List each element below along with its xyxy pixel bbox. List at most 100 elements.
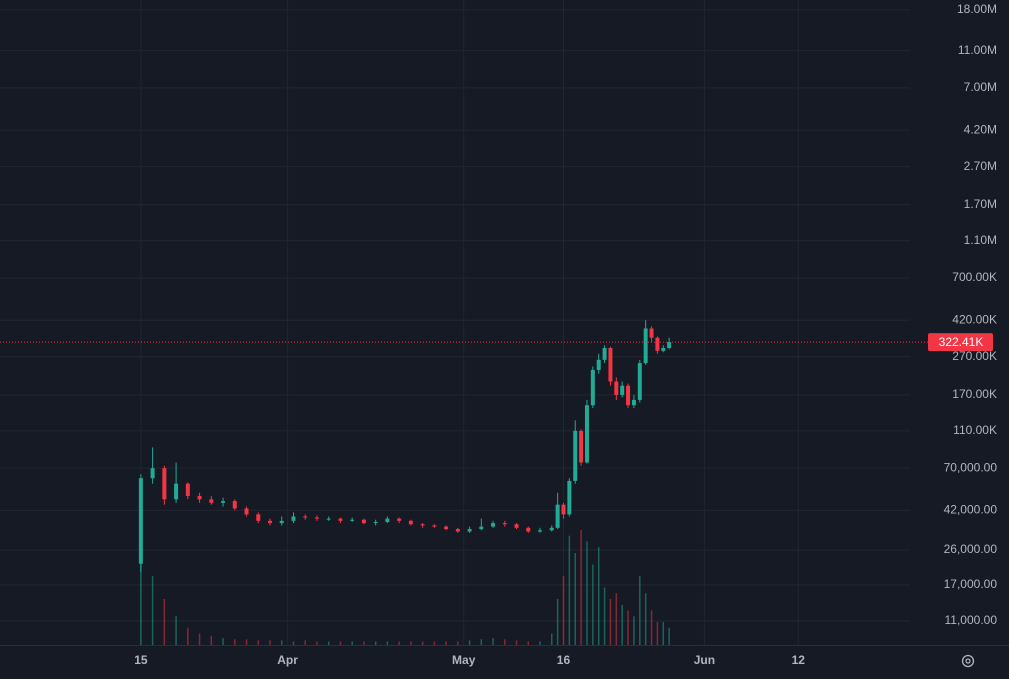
candle-body bbox=[479, 526, 484, 530]
grid bbox=[0, 0, 910, 645]
volume-bar bbox=[304, 640, 306, 645]
candle-body bbox=[174, 483, 179, 500]
candle-body bbox=[385, 518, 390, 522]
candle-body bbox=[614, 381, 619, 395]
volume-bar bbox=[492, 638, 494, 645]
volume-bar bbox=[234, 639, 236, 645]
candle-body bbox=[596, 359, 601, 370]
candle-body bbox=[590, 369, 595, 406]
candle-body bbox=[667, 342, 672, 349]
volume-bar bbox=[615, 593, 618, 645]
candle-body bbox=[608, 348, 613, 382]
y-tick-label: 270.00K bbox=[952, 349, 997, 363]
volume-bar bbox=[568, 535, 571, 645]
volume-bar bbox=[198, 633, 201, 645]
candle-body bbox=[256, 514, 261, 521]
candle-body bbox=[514, 524, 519, 528]
candle-body bbox=[397, 518, 402, 521]
volume-bar bbox=[480, 639, 483, 645]
candle-body bbox=[631, 399, 636, 406]
candle-body bbox=[661, 348, 666, 351]
y-tick-label: 1.70M bbox=[964, 197, 997, 211]
volume-bar bbox=[187, 627, 189, 645]
candle-body bbox=[491, 523, 496, 527]
candle-body bbox=[350, 519, 355, 521]
volume-bar bbox=[639, 576, 641, 645]
candle-body bbox=[573, 430, 578, 481]
volume-bar bbox=[433, 641, 436, 645]
x-tick-label: 16 bbox=[557, 653, 571, 667]
candle-body bbox=[185, 483, 190, 496]
candle-body bbox=[326, 518, 331, 520]
candle-body bbox=[455, 529, 460, 532]
volume-bar bbox=[445, 641, 447, 645]
volume-bar bbox=[504, 639, 506, 645]
volume-bar bbox=[662, 622, 665, 645]
volume-bar bbox=[457, 641, 459, 645]
y-tick-label: 7.00M bbox=[964, 80, 997, 94]
icon-core bbox=[965, 658, 971, 664]
volume-bar bbox=[339, 641, 342, 645]
candle-body bbox=[209, 499, 214, 503]
volume-bar bbox=[316, 641, 318, 645]
candle-body bbox=[584, 405, 589, 463]
volume-bar bbox=[421, 641, 424, 645]
volume-bar bbox=[210, 635, 213, 645]
candle-body bbox=[538, 530, 543, 532]
settings-icon[interactable] bbox=[961, 654, 975, 668]
candle-body bbox=[232, 501, 237, 509]
candle-body bbox=[643, 328, 648, 364]
volume-bar bbox=[257, 640, 260, 645]
y-tick-label: 11,000.00 bbox=[945, 613, 998, 627]
candle-body bbox=[408, 520, 413, 525]
candle-body bbox=[655, 337, 660, 351]
candle-body bbox=[303, 516, 308, 518]
volume-bar bbox=[280, 640, 283, 645]
volume-bar bbox=[633, 616, 635, 645]
volume-bar bbox=[627, 610, 629, 645]
candle-body bbox=[420, 524, 425, 526]
volume-bar bbox=[468, 640, 471, 645]
volume-bar bbox=[656, 622, 659, 645]
y-tick-label: 11.00M bbox=[958, 43, 997, 57]
candle-body bbox=[649, 328, 654, 338]
candle-body bbox=[444, 526, 449, 530]
x-tick-label: 15 bbox=[134, 653, 148, 667]
volume-bar bbox=[597, 547, 600, 645]
volume-bar bbox=[222, 638, 224, 645]
candle-body bbox=[502, 523, 507, 525]
volume-bar bbox=[650, 610, 653, 645]
candle-body bbox=[561, 504, 566, 515]
volume-bar bbox=[327, 641, 330, 645]
candle-body bbox=[268, 520, 273, 524]
candle-body bbox=[637, 363, 642, 400]
volume-bar bbox=[374, 641, 377, 645]
volume-bar bbox=[609, 599, 612, 645]
volume-bar bbox=[151, 576, 154, 645]
candle-body bbox=[221, 501, 226, 503]
candle-body bbox=[314, 517, 319, 519]
y-tick-label: 18.00M bbox=[957, 2, 997, 16]
volume-bar bbox=[527, 641, 530, 645]
candle-body bbox=[549, 527, 554, 531]
volume-bar bbox=[175, 616, 177, 645]
icon-ring bbox=[961, 654, 975, 668]
y-tick-label: 1.10M bbox=[964, 233, 997, 247]
volume-bar bbox=[245, 639, 248, 645]
volume-bar bbox=[668, 627, 670, 645]
candle-body bbox=[361, 519, 366, 524]
x-tick-label: Apr bbox=[277, 653, 298, 667]
volume-bar bbox=[398, 641, 400, 645]
volume-bar bbox=[586, 541, 588, 645]
candle-body bbox=[620, 385, 625, 395]
candle-body bbox=[432, 525, 437, 527]
candle-body bbox=[567, 480, 572, 515]
y-tick-label: 42,000.00 bbox=[944, 503, 998, 517]
volume-bar bbox=[410, 641, 412, 645]
volume-bar bbox=[386, 641, 389, 645]
candle-body bbox=[602, 348, 607, 360]
volume-bar bbox=[562, 576, 565, 645]
y-tick-label: 26,000.00 bbox=[944, 542, 998, 556]
volume-bar bbox=[574, 553, 576, 645]
